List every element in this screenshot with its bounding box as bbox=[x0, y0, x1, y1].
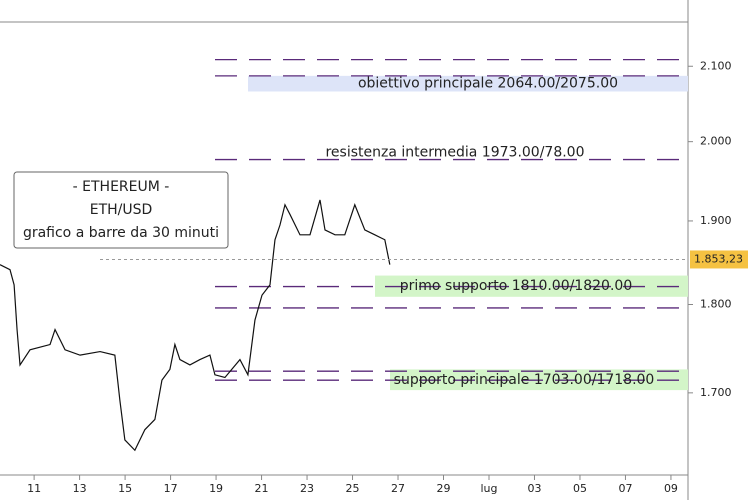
last-price-label: 1.853,23 bbox=[694, 252, 743, 265]
x-tick-label: lug bbox=[480, 482, 497, 495]
x-tick-label: 29 bbox=[437, 482, 451, 495]
info-title: - ETHEREUM - bbox=[73, 179, 170, 195]
x-tick-label: 13 bbox=[73, 482, 87, 495]
x-tick-label: 23 bbox=[300, 482, 314, 495]
last-price-tag bbox=[690, 250, 748, 269]
y-tick-label: 1.700 bbox=[700, 386, 732, 399]
y-tick-label: 1.800 bbox=[700, 298, 732, 311]
info-symbol: ETH/USD bbox=[90, 202, 153, 218]
x-tick-label: 25 bbox=[346, 482, 360, 495]
x-tick-label: 27 bbox=[391, 482, 405, 495]
x-tick-label: 15 bbox=[118, 482, 132, 495]
x-tick-label: 05 bbox=[573, 482, 587, 495]
x-tick-label: 07 bbox=[618, 482, 632, 495]
level-label: obiettivo principale 2064.00/2075.00 bbox=[358, 76, 618, 92]
y-tick-label: 2.000 bbox=[700, 135, 732, 148]
x-tick-label: 21 bbox=[255, 482, 269, 495]
x-tick-label: 11 bbox=[27, 482, 41, 495]
x-tick-label: 19 bbox=[209, 482, 223, 495]
level-label: supporto principale 1703.00/1718.00 bbox=[394, 372, 655, 388]
x-tick-label: 03 bbox=[527, 482, 541, 495]
x-tick-label: 17 bbox=[164, 482, 178, 495]
price-line bbox=[0, 199, 391, 452]
level-label: primo supporto 1810.00/1820.00 bbox=[400, 278, 632, 294]
y-tick-label: 1.900 bbox=[700, 214, 732, 227]
x-tick-label: 09 bbox=[664, 482, 678, 495]
info-timeframe: grafico a barre da 30 minuti bbox=[23, 225, 219, 241]
info-box bbox=[13, 171, 229, 249]
level-band bbox=[248, 75, 688, 92]
level-label: resistenza intermedia 1973.00/78.00 bbox=[325, 145, 584, 161]
y-tick-label: 2.100 bbox=[700, 59, 732, 72]
